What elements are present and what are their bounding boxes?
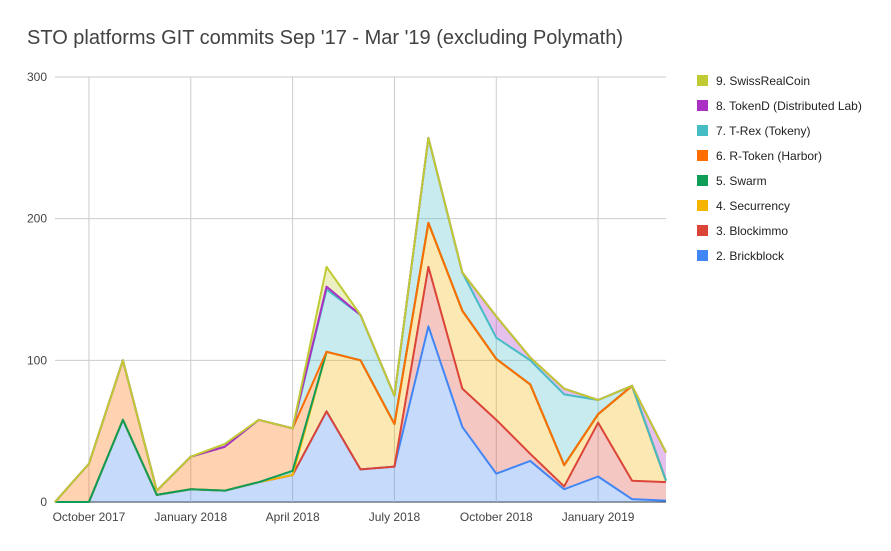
x-tick-label: January 2019 [562, 510, 635, 524]
legend-item: 6. R-Token (Harbor) [697, 143, 862, 168]
x-tick-label: October 2018 [460, 510, 533, 524]
legend-label: 6. R-Token (Harbor) [716, 148, 823, 163]
y-tick-label: 0 [40, 495, 47, 509]
y-tick-label: 200 [27, 212, 47, 226]
y-tick-label: 300 [27, 70, 47, 84]
legend-label: 7. T-Rex (Tokeny) [716, 123, 811, 138]
legend-item: 3. Blockimmo [697, 218, 862, 243]
legend-swatch [697, 75, 708, 86]
x-tick-label: July 2018 [369, 510, 421, 524]
legend-swatch [697, 150, 708, 161]
line-series-8 [54, 136, 667, 503]
area-series-6 [55, 137, 666, 503]
legend-swatch [697, 175, 708, 186]
legend-item: 9. SwissRealCoin [697, 68, 862, 93]
legend-label: 8. TokenD (Distributed Lab) [716, 98, 862, 113]
x-tick-label: April 2018 [266, 510, 320, 524]
legend-item: 7. T-Rex (Tokeny) [697, 118, 862, 143]
legend-label: 9. SwissRealCoin [716, 73, 811, 88]
legend-label: 3. Blockimmo [716, 223, 789, 238]
legend-swatch [697, 125, 708, 136]
y-tick-label: 100 [27, 353, 47, 367]
area-series-1 [55, 326, 666, 502]
legend-swatch [697, 200, 708, 211]
axis-layer: 0 100 200 300 October 2017 January 2018 April … [27, 70, 635, 524]
area-layer [55, 137, 666, 503]
legend-item: 8. TokenD (Distributed Lab) [697, 93, 862, 118]
legend-item: 5. Swarm [697, 168, 862, 193]
area-series-2 [55, 266, 666, 502]
chart-legend: 9. SwissRealCoin 8. TokenD (Distributed L… [697, 68, 862, 268]
area-series-3 [55, 222, 666, 503]
x-tick-label: October 2017 [53, 510, 126, 524]
legend-label: 5. Swarm [716, 173, 767, 188]
chart-title: STO platforms GIT commits Sep '17 - Mar … [27, 27, 623, 49]
legend-swatch [697, 225, 708, 236]
legend-swatch [697, 100, 708, 111]
legend-swatch [697, 250, 708, 261]
legend-label: 4. Securrency [716, 198, 791, 213]
x-tick-label: January 2018 [154, 510, 227, 524]
line-layer [54, 136, 667, 503]
legend-label: 2. Brickblock [716, 248, 785, 263]
legend-item: 4. Securrency [697, 193, 862, 218]
legend-item: 2. Brickblock [697, 243, 862, 268]
